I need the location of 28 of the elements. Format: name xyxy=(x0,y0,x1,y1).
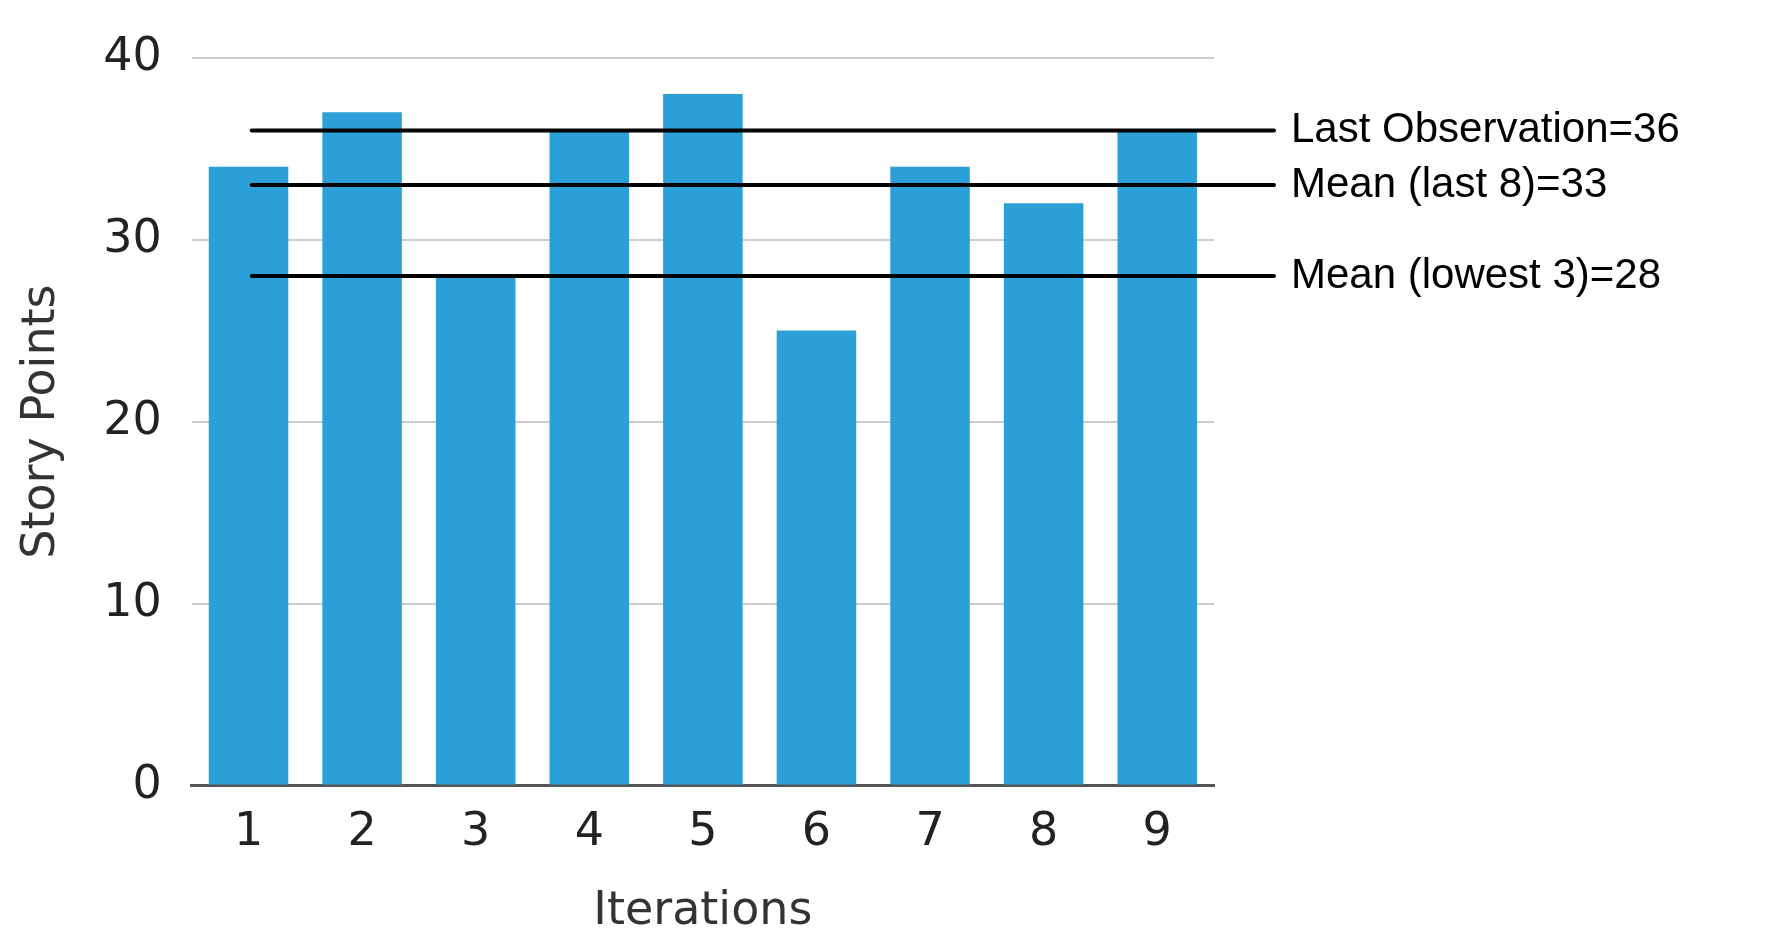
bar xyxy=(890,166,970,785)
x-tick-label: 8 xyxy=(1028,802,1059,857)
y-tick-label: 30 xyxy=(103,208,162,263)
bar xyxy=(435,276,516,785)
bar xyxy=(1003,203,1084,785)
bar xyxy=(663,94,743,785)
bar xyxy=(322,112,402,785)
y-axis-title: Story Points xyxy=(10,284,65,559)
x-tick-label: 9 xyxy=(1142,802,1172,857)
x-tick-label: 4 xyxy=(574,802,604,857)
x-tick-label: 3 xyxy=(461,802,491,857)
y-tick-label: 40 xyxy=(103,26,162,81)
x-axis-title: Iterations xyxy=(593,881,813,936)
bar xyxy=(208,166,289,785)
x-tick-label: 7 xyxy=(915,802,945,857)
ref-line-label: Mean (last 8)=33 xyxy=(1291,158,1608,206)
y-tick-label: 0 xyxy=(132,754,162,809)
ref-line-label: Mean (lowest 3)=28 xyxy=(1291,249,1662,297)
ref-line-label: Last Observation=36 xyxy=(1291,103,1680,151)
x-tick-label: 5 xyxy=(688,802,718,857)
x-tick-label: 2 xyxy=(347,802,377,857)
y-tick-label: 10 xyxy=(103,572,162,627)
bar xyxy=(549,130,630,785)
bar xyxy=(776,330,857,785)
y-tick-label: 20 xyxy=(103,390,162,445)
bar xyxy=(1117,130,1197,785)
x-tick-label: 6 xyxy=(801,802,832,857)
x-tick-label: 1 xyxy=(233,802,264,857)
